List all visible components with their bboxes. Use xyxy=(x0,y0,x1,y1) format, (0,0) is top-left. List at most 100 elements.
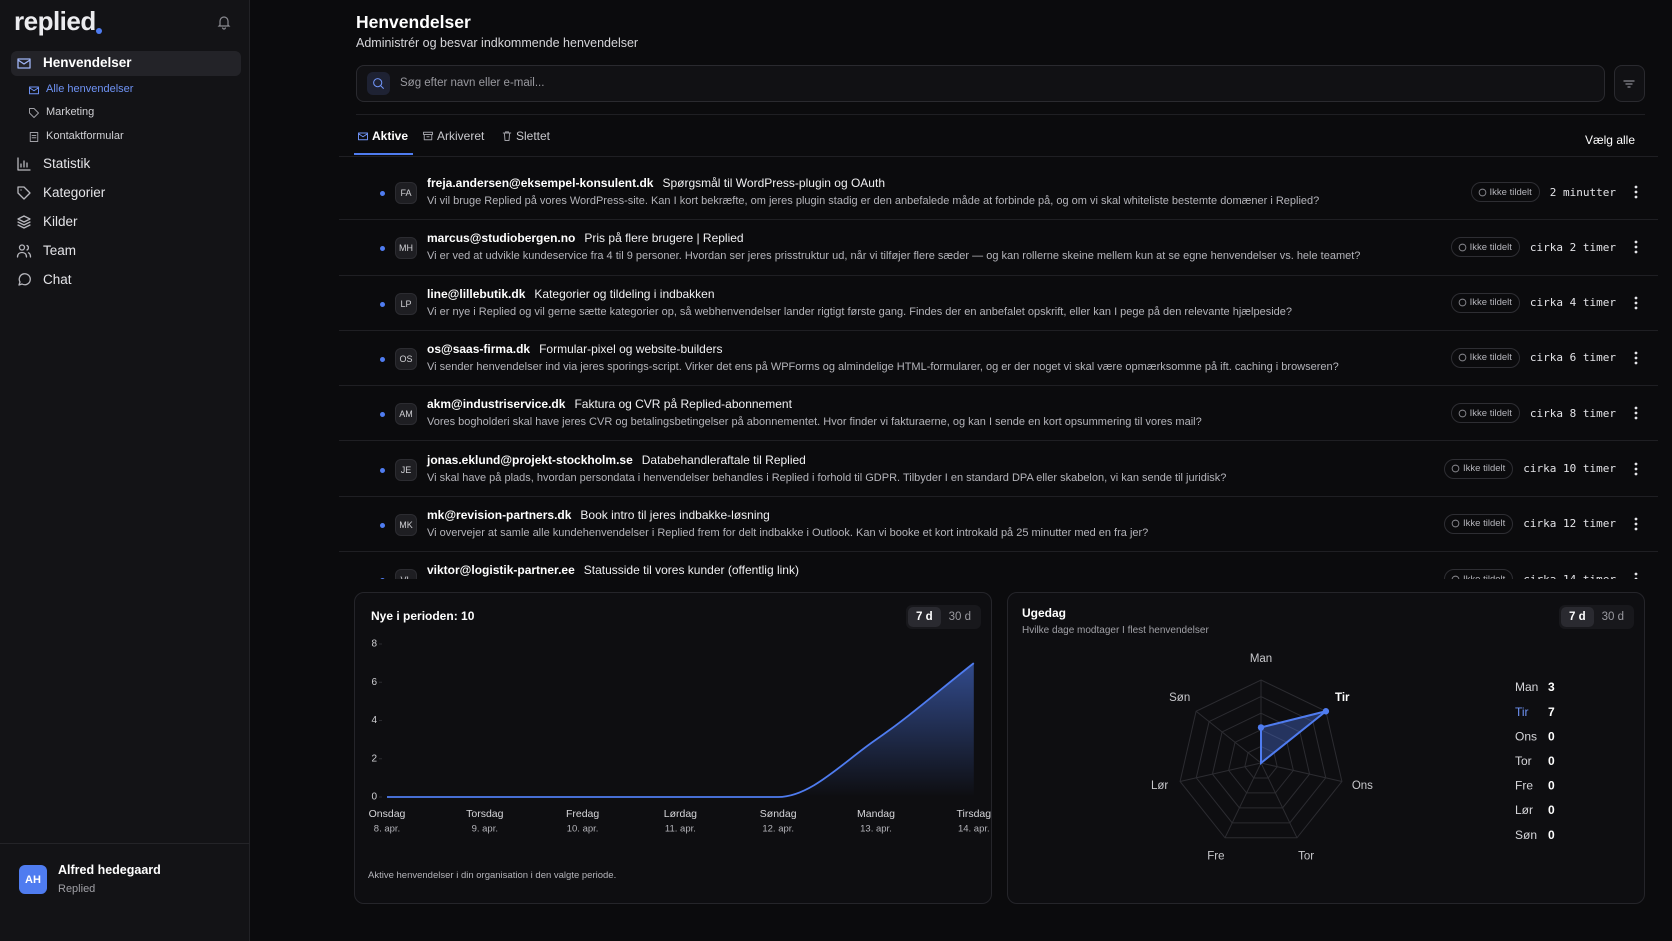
legend-day: Tir xyxy=(1515,705,1529,719)
nav-icon xyxy=(17,58,31,69)
status-text: Ikke tildelt xyxy=(1463,574,1505,579)
row-meta: Ikke tildelt cirka 4 timer xyxy=(1450,292,1616,313)
x-tick-date: 9. apr. xyxy=(472,824,498,835)
kebab-dot xyxy=(1634,240,1638,244)
search-box[interactable] xyxy=(356,65,1605,102)
kebab-menu[interactable] xyxy=(1628,350,1644,366)
kebab-dot xyxy=(1634,306,1638,309)
y-tick-label: 6 xyxy=(371,677,377,688)
status-text: Ikke tildelt xyxy=(1463,518,1506,530)
legend-value: 0 xyxy=(1548,729,1555,743)
kebab-menu[interactable] xyxy=(1628,239,1644,255)
row-meta: Ikke tildelt cirka 8 timer xyxy=(1450,403,1616,424)
x-tick-label: Mandag xyxy=(857,808,895,820)
logo-dot xyxy=(96,28,102,34)
line xyxy=(387,662,975,798)
subject: Statusside til vores kunder (offentlig l… xyxy=(583,563,799,578)
row-heading: jonas.eklund@projekt-stockholm.se Databeh… xyxy=(427,453,806,467)
sender-email: freja.andersen@eksempel-konsulent.dk xyxy=(427,176,654,190)
radar-axis-label: Man xyxy=(1250,653,1272,665)
radar-area xyxy=(1260,710,1327,766)
page-title: Henvendelser xyxy=(356,12,471,32)
tab-icon xyxy=(502,131,512,141)
row-heading: line@lillebutik.dk Kategorier og tildelin… xyxy=(427,287,715,301)
range-toggle: 7 d 30 d xyxy=(906,605,982,629)
kebab-menu[interactable] xyxy=(1628,295,1644,311)
time: 2 minutter xyxy=(1549,185,1616,199)
unread-dot xyxy=(380,246,385,252)
range-option[interactable]: 7 d xyxy=(1561,607,1594,627)
icon-path xyxy=(1478,188,1486,196)
row-meta: Ikke tildelt cirka 10 timer xyxy=(1444,458,1616,479)
nav-icon xyxy=(17,186,31,200)
select-all[interactable]: Vælg alle xyxy=(1584,133,1635,147)
kebab-menu[interactable] xyxy=(1628,461,1644,477)
inbox-row[interactable]: LP line@lillebutik.dk Kategorier og tildel… xyxy=(339,276,1658,331)
inbox-row[interactable]: VL viktor@logistik-partner.ee Statusside t… xyxy=(339,552,1658,579)
x-tick-label: Tirsdag xyxy=(956,808,991,820)
kebab-menu[interactable] xyxy=(1628,571,1644,579)
subnav-label: Kontaktformular xyxy=(46,130,124,142)
kebab-dot xyxy=(1634,406,1638,410)
kebab-dot xyxy=(1634,356,1638,360)
preview: Vores bogholderi skal have jeres CVR og … xyxy=(427,416,1202,429)
inbox-row[interactable]: AM akm@industriservice.dk Faktura og CVR p… xyxy=(339,386,1658,442)
range-toggle: 7 d 30 d xyxy=(1559,605,1635,629)
bell-icon[interactable] xyxy=(216,14,232,30)
x-tick-label: Onsdag xyxy=(369,808,406,820)
x-tick-date: 12. apr. xyxy=(762,824,794,835)
time: cirka 12 timer xyxy=(1523,517,1616,531)
avatar: AM xyxy=(395,403,417,426)
inbox-row[interactable]: JE jonas.eklund@projekt-stockholm.se Datab… xyxy=(339,442,1658,497)
icon-path xyxy=(16,244,32,258)
radar-ring xyxy=(1228,729,1294,794)
time: cirka 6 timer xyxy=(1529,351,1616,365)
row-meta: Ikke tildelt cirka 12 timer xyxy=(1444,513,1616,534)
nav-active-bg xyxy=(11,51,241,76)
nav-label: Kategorier xyxy=(43,185,106,200)
range-option[interactable]: 30 d xyxy=(948,611,972,623)
icon-path xyxy=(1458,243,1466,252)
row-meta: Ikke tildelt cirka 2 timer xyxy=(1450,237,1616,258)
kebab-menu[interactable] xyxy=(1628,516,1644,532)
status-badge: Ikke tildelt xyxy=(1450,292,1520,313)
status-text: Ikke tildelt xyxy=(1489,186,1532,198)
icon-path xyxy=(18,273,31,286)
status-badge: Ikke tildelt xyxy=(1444,458,1514,479)
row-meta: Ikke tildelt 2 minutter xyxy=(1470,182,1616,202)
icon-path xyxy=(373,78,384,89)
kebab-dot xyxy=(1634,577,1638,579)
kebab-dot xyxy=(1634,527,1638,531)
range-option[interactable]: 30 d xyxy=(1601,611,1625,623)
radar-chart-card: Ugedag Hvilke dage modtager I flest henve… xyxy=(1007,592,1645,904)
range-option[interactable]: 7 d xyxy=(908,607,941,627)
status-text: Ikke tildelt xyxy=(1469,241,1512,253)
icon-path xyxy=(17,157,31,171)
inbox-row[interactable]: OS os@saas-firma.dk Formular-pixel og webs… xyxy=(339,331,1658,387)
inbox-row[interactable]: MK mk@revision-partners.dk Book intro til … xyxy=(339,497,1658,553)
unread-dot xyxy=(380,356,385,362)
time: cirka 4 timer xyxy=(1529,296,1616,310)
line-chart-card: Nye i perioden: 10 7 d 30 d Aktive henvende… xyxy=(354,592,992,904)
icon-path xyxy=(423,131,433,141)
icon-path xyxy=(358,132,368,141)
inbox-list: FA freja.andersen@eksempel-konsulent.dk Sp… xyxy=(339,165,1658,579)
sender-email: line@lillebutik.dk xyxy=(427,286,526,301)
tab-label: Aktive xyxy=(372,129,409,143)
status-badge: Ikke tildelt xyxy=(1444,569,1514,579)
inbox-row[interactable]: FA freja.andersen@eksempel-konsulent.dk Sp… xyxy=(339,165,1658,221)
sender-email: os@saas-firma.dk xyxy=(427,341,531,356)
status-badge: Ikke tildelt xyxy=(1444,513,1514,534)
radar-axis-label: Søn xyxy=(1169,692,1190,704)
icon-path xyxy=(29,108,39,118)
radar-ring xyxy=(1211,712,1311,809)
radar-spoke xyxy=(1179,762,1262,782)
radar-axis-label: Ons xyxy=(1352,780,1373,792)
kebab-menu[interactable] xyxy=(1628,405,1644,421)
subject: Databehandleraftale til Replied xyxy=(641,452,806,467)
radar-axis-label: Tor xyxy=(1298,851,1314,863)
radar-spoke xyxy=(1195,710,1262,764)
subnav-icon xyxy=(29,86,39,95)
inbox-row[interactable]: MH marcus@studiobergen.no Pris på flere br… xyxy=(339,220,1658,276)
kebab-menu[interactable] xyxy=(1628,184,1644,200)
